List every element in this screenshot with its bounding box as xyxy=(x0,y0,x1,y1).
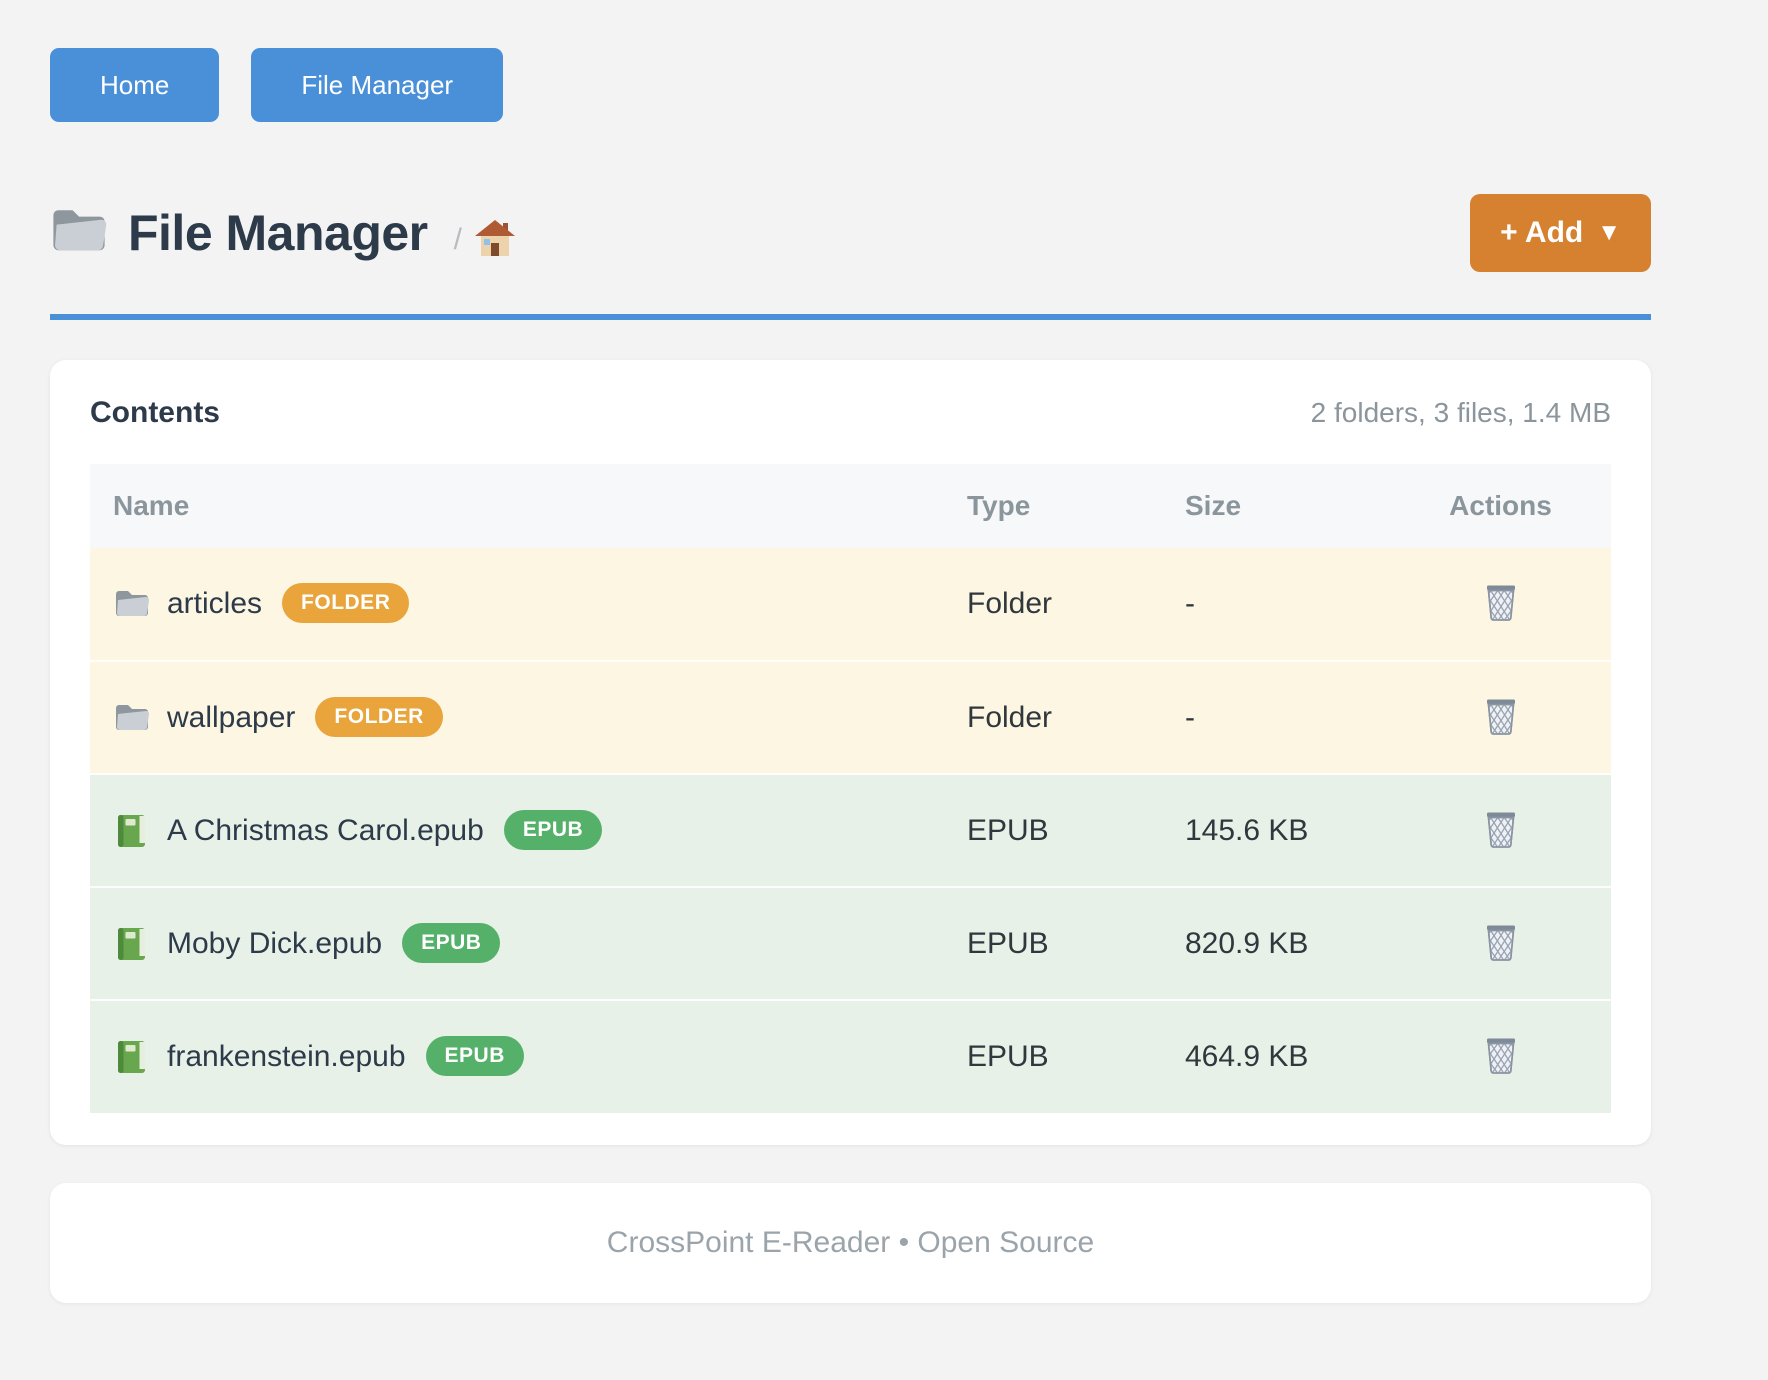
file-name-link[interactable]: frankenstein.epub xyxy=(167,1040,406,1073)
column-header-size: Size xyxy=(1185,464,1390,548)
delete-button[interactable] xyxy=(1477,1031,1525,1082)
add-button[interactable]: + Add ▼ xyxy=(1470,194,1651,272)
trash-icon xyxy=(1483,610,1519,625)
file-name-link[interactable]: wallpaper xyxy=(167,700,296,734)
breadcrumb: / xyxy=(454,219,516,262)
file-name-link[interactable]: articles xyxy=(167,587,263,620)
table-row: articles FOLDER Folder - xyxy=(90,548,1611,661)
breadcrumb-separator: / xyxy=(453,223,462,256)
contents-heading: Contents xyxy=(90,396,220,429)
type-cell: Folder xyxy=(967,660,1185,774)
type-cell: Folder xyxy=(967,587,1053,620)
home-house-icon[interactable] xyxy=(474,219,516,262)
type-badge: EPUB xyxy=(425,1036,524,1076)
table-header-row: Name Type Size Actions xyxy=(90,464,1611,548)
table-row: wallpaper FOLDER Folder - xyxy=(90,660,1611,774)
book-icon xyxy=(113,814,151,848)
table-row: A Christmas Carol.epub EPUB EPUB 145.6 K… xyxy=(90,773,1611,887)
type-cell: EPUB xyxy=(967,773,1185,887)
footer-text: CrossPoint E-Reader • Open Source xyxy=(606,1226,1095,1259)
size-cell: - xyxy=(1185,660,1390,774)
file-name-link[interactable]: A Christmas Carol.epub xyxy=(167,813,484,847)
contents-summary: 2 folders, 3 files, 1.4 MB xyxy=(1310,397,1611,428)
size-cell: 464.9 KB xyxy=(1185,999,1390,1113)
type-badge: EPUB xyxy=(503,809,603,850)
folder-icon xyxy=(113,703,151,733)
book-icon xyxy=(113,1040,151,1074)
table-row: frankenstein.epub EPUB EPUB 464.9 KB xyxy=(90,999,1611,1113)
file-table: Name Type Size Actions articles FOLDER F… xyxy=(90,464,1611,1113)
size-cell: - xyxy=(1185,587,1195,620)
size-cell: 820.9 KB xyxy=(1185,886,1390,1000)
type-badge: EPUB xyxy=(402,922,501,963)
column-header-type: Type xyxy=(967,464,1185,548)
type-badge: FOLDER xyxy=(282,583,410,623)
folder-icon xyxy=(113,589,151,619)
footer: CrossPoint E-Reader • Open Source xyxy=(50,1183,1651,1303)
table-row: Moby Dick.epub EPUB EPUB 820.9 KB xyxy=(90,886,1611,1000)
home-button[interactable]: Home xyxy=(50,48,220,122)
type-cell: EPUB xyxy=(967,886,1185,1000)
delete-button[interactable] xyxy=(1477,692,1525,743)
type-cell: EPUB xyxy=(967,999,1185,1113)
page-title: File Manager xyxy=(128,205,428,261)
delete-button[interactable] xyxy=(1477,805,1525,856)
page-header: File Manager / + Add ▼ xyxy=(50,194,1651,320)
size-cell: 145.6 KB xyxy=(1185,773,1390,887)
type-badge: FOLDER xyxy=(315,696,443,737)
column-header-actions: Actions xyxy=(1390,464,1611,548)
caret-down-icon: ▼ xyxy=(1597,219,1621,246)
file-name-link[interactable]: Moby Dick.epub xyxy=(167,926,383,960)
trash-icon xyxy=(1483,724,1519,739)
book-icon xyxy=(113,927,151,961)
file-manager-button[interactable]: File Manager xyxy=(251,48,504,122)
column-header-name: Name xyxy=(90,464,967,548)
delete-button[interactable] xyxy=(1477,578,1525,629)
add-button-label: + Add xyxy=(1500,216,1584,249)
page-title-wrap: File Manager / xyxy=(50,204,516,262)
contents-card-head: Contents 2 folders, 3 files, 1.4 MB xyxy=(90,396,1611,430)
contents-card: Contents 2 folders, 3 files, 1.4 MB Name… xyxy=(50,360,1651,1145)
folder-icon xyxy=(50,207,108,260)
trash-icon xyxy=(1483,1063,1519,1078)
top-nav: Home File Manager xyxy=(50,48,1651,122)
trash-icon xyxy=(1483,837,1519,852)
delete-button[interactable] xyxy=(1477,918,1525,969)
trash-icon xyxy=(1483,950,1519,965)
page-container: Home File Manager File Manager / xyxy=(50,0,1651,1303)
